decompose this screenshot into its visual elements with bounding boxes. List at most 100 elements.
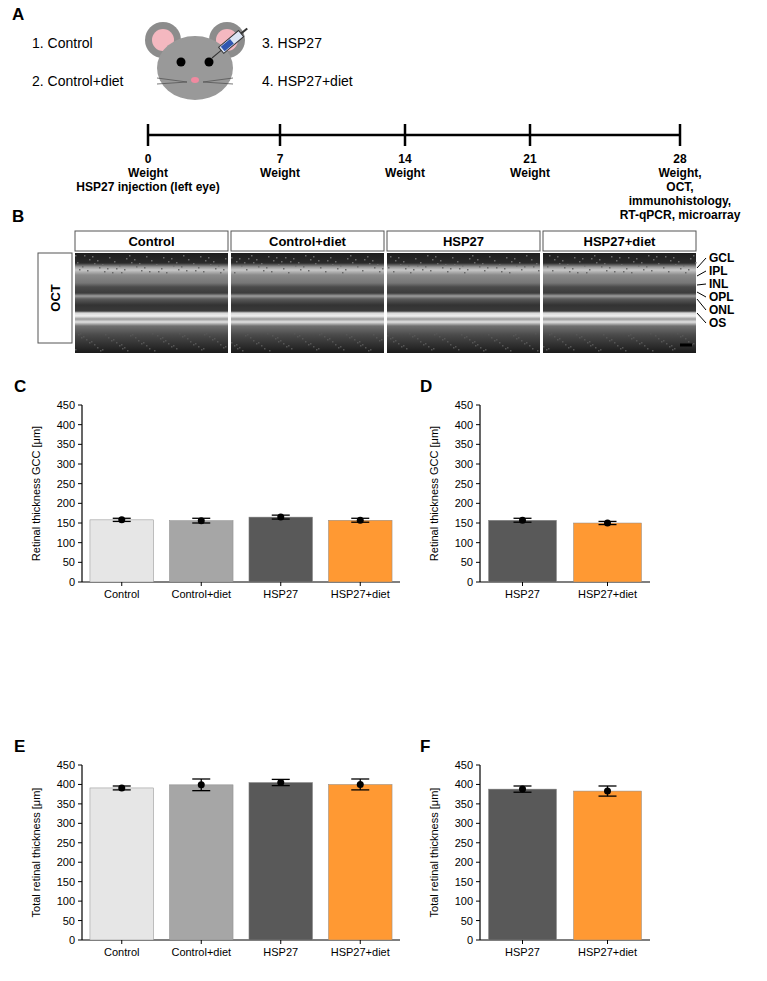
speckle xyxy=(178,269,180,271)
layer-label: INL xyxy=(709,277,728,291)
speckle xyxy=(213,261,215,263)
speckle xyxy=(609,340,611,342)
oct-image xyxy=(231,253,384,353)
speckle xyxy=(455,346,457,348)
y-tick-label: 0 xyxy=(69,934,75,946)
speckle xyxy=(151,260,153,262)
bar-chart: 050100150200250300350400450Total retinal… xyxy=(428,759,650,958)
speckle xyxy=(623,271,625,273)
speckle xyxy=(126,258,128,260)
speckle xyxy=(286,346,288,348)
speckle xyxy=(658,338,660,340)
bar xyxy=(328,784,392,940)
group-label: 2. Control+diet xyxy=(32,73,124,89)
speckle xyxy=(643,269,645,271)
speckle xyxy=(604,263,606,265)
speckle xyxy=(587,342,589,344)
speckle xyxy=(136,266,138,268)
speckle xyxy=(432,259,434,261)
speckle xyxy=(195,343,197,345)
speckle xyxy=(412,336,414,338)
speckle xyxy=(570,346,572,348)
speckle xyxy=(584,339,586,341)
speckle xyxy=(572,268,574,270)
x-tick xyxy=(121,582,122,586)
speckle xyxy=(524,266,526,268)
speckle xyxy=(244,262,246,264)
speckle xyxy=(217,341,219,343)
speckle xyxy=(685,272,687,274)
speckle xyxy=(215,268,217,270)
speckle xyxy=(589,269,591,271)
speckle xyxy=(303,266,305,268)
panel-letter: D xyxy=(420,377,432,396)
x-tick-label: Control+diet xyxy=(171,588,231,600)
speckle xyxy=(477,344,479,346)
x-tick xyxy=(522,582,523,586)
speckle xyxy=(501,271,503,273)
speckle xyxy=(674,348,676,350)
speckle xyxy=(208,257,210,259)
speckle xyxy=(382,268,384,270)
speckle xyxy=(472,342,474,344)
speckle xyxy=(94,344,96,346)
speckle xyxy=(648,255,650,257)
layer-leader xyxy=(697,284,706,285)
speckle xyxy=(496,339,498,341)
speckle xyxy=(327,260,329,262)
speckle xyxy=(420,262,422,264)
speckle xyxy=(611,256,613,258)
y-tick-label: 50 xyxy=(63,915,75,927)
speckle xyxy=(611,339,613,341)
speckle xyxy=(165,340,167,342)
mean-marker xyxy=(604,788,611,795)
mean-marker xyxy=(357,517,364,524)
speckle xyxy=(395,260,397,262)
marks xyxy=(90,779,392,940)
speckle xyxy=(337,268,339,270)
speckle xyxy=(453,347,455,349)
y-tick-label: 100 xyxy=(455,537,473,549)
x-tick-label: HSP27+diet xyxy=(578,946,637,958)
speckle xyxy=(97,347,99,349)
y-tick-label: 250 xyxy=(57,478,75,490)
mean-marker xyxy=(519,517,526,524)
speckle xyxy=(354,339,356,341)
speckle xyxy=(442,339,444,341)
bar xyxy=(169,785,233,940)
speckle xyxy=(549,334,551,336)
speckle xyxy=(392,337,394,339)
mouse-nose xyxy=(191,77,199,83)
x-tick xyxy=(607,940,608,944)
layer-label: OPL xyxy=(709,290,734,304)
group-label: 1. Control xyxy=(32,35,93,51)
speckle xyxy=(576,334,578,336)
speckle xyxy=(636,258,638,260)
timeline-day: 28 xyxy=(673,152,687,166)
y-tick-label: 150 xyxy=(57,517,75,529)
speckle xyxy=(381,339,383,341)
speckle xyxy=(343,349,345,351)
oct-image xyxy=(387,253,540,353)
speckle xyxy=(410,272,412,274)
speckle xyxy=(511,261,513,263)
mean-marker xyxy=(118,784,125,791)
syringe-fluid xyxy=(221,39,234,51)
timeline-tick xyxy=(147,124,150,146)
speckle xyxy=(510,350,512,352)
row-label-box xyxy=(38,253,72,343)
y-tick-label: 150 xyxy=(455,517,473,529)
speckle xyxy=(454,264,456,266)
speckle xyxy=(209,336,211,338)
x-tick-label: HSP27+diet xyxy=(578,588,637,600)
speckle xyxy=(621,264,623,266)
timeline-event: Weight xyxy=(385,166,425,180)
speckle xyxy=(668,271,670,273)
speckle xyxy=(186,270,188,272)
speckle xyxy=(181,266,183,268)
marks xyxy=(90,514,392,582)
speckle xyxy=(414,335,416,337)
panel-letter: F xyxy=(420,737,430,756)
speckle xyxy=(592,344,594,346)
speckle xyxy=(639,343,641,345)
